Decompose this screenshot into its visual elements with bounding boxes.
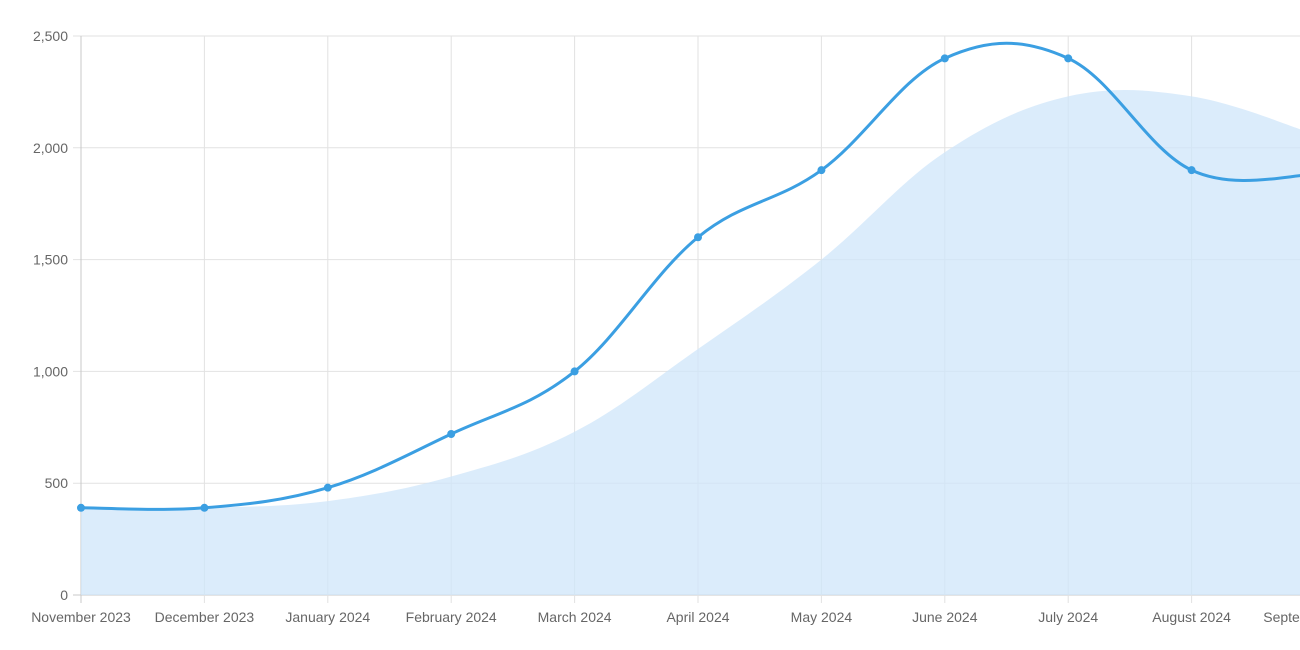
- data-point[interactable]: [1187, 166, 1196, 175]
- x-tick-label: March 2024: [538, 609, 612, 625]
- data-point[interactable]: [77, 503, 85, 512]
- x-tick-label: September 2024: [1263, 609, 1300, 625]
- data-point[interactable]: [570, 367, 579, 376]
- x-tick-label: February 2024: [406, 609, 497, 625]
- x-tick-label: May 2024: [791, 609, 853, 625]
- area-series-fill: [81, 90, 1300, 595]
- data-point[interactable]: [323, 483, 332, 492]
- x-tick-label: April 2024: [666, 609, 729, 625]
- data-point[interactable]: [1064, 54, 1073, 63]
- line-series: [79, 41, 1300, 511]
- data-point[interactable]: [940, 54, 949, 63]
- y-tick-label: 2,000: [33, 140, 68, 156]
- x-tick-label: August 2024: [1152, 609, 1231, 625]
- y-tick-label: 0: [60, 587, 68, 603]
- x-tick-label: January 2024: [285, 609, 370, 625]
- data-point[interactable]: [694, 233, 702, 242]
- y-tick-label: 1,000: [33, 363, 68, 379]
- data-point[interactable]: [817, 166, 826, 175]
- y-tick-label: 1,500: [33, 252, 68, 268]
- x-tick-label: November 2023: [31, 609, 131, 625]
- data-point[interactable]: [447, 430, 456, 439]
- x-axis-ticks: November 2023 December 2023 January 2024 Fe…: [31, 609, 1300, 625]
- y-tick-label: 500: [45, 475, 69, 491]
- area-series: [81, 90, 1300, 595]
- data-points: [77, 54, 1196, 512]
- x-tick-label: July 2024: [1038, 609, 1098, 625]
- x-tick-label: December 2023: [155, 609, 255, 625]
- line-series-path: [79, 41, 1300, 511]
- y-tick-label: 2,500: [33, 28, 68, 44]
- y-axis-ticks: 0 500 1,000 1,500 2,000 2,500: [33, 28, 68, 603]
- data-point[interactable]: [200, 503, 209, 512]
- x-tick-label: June 2024: [912, 609, 978, 625]
